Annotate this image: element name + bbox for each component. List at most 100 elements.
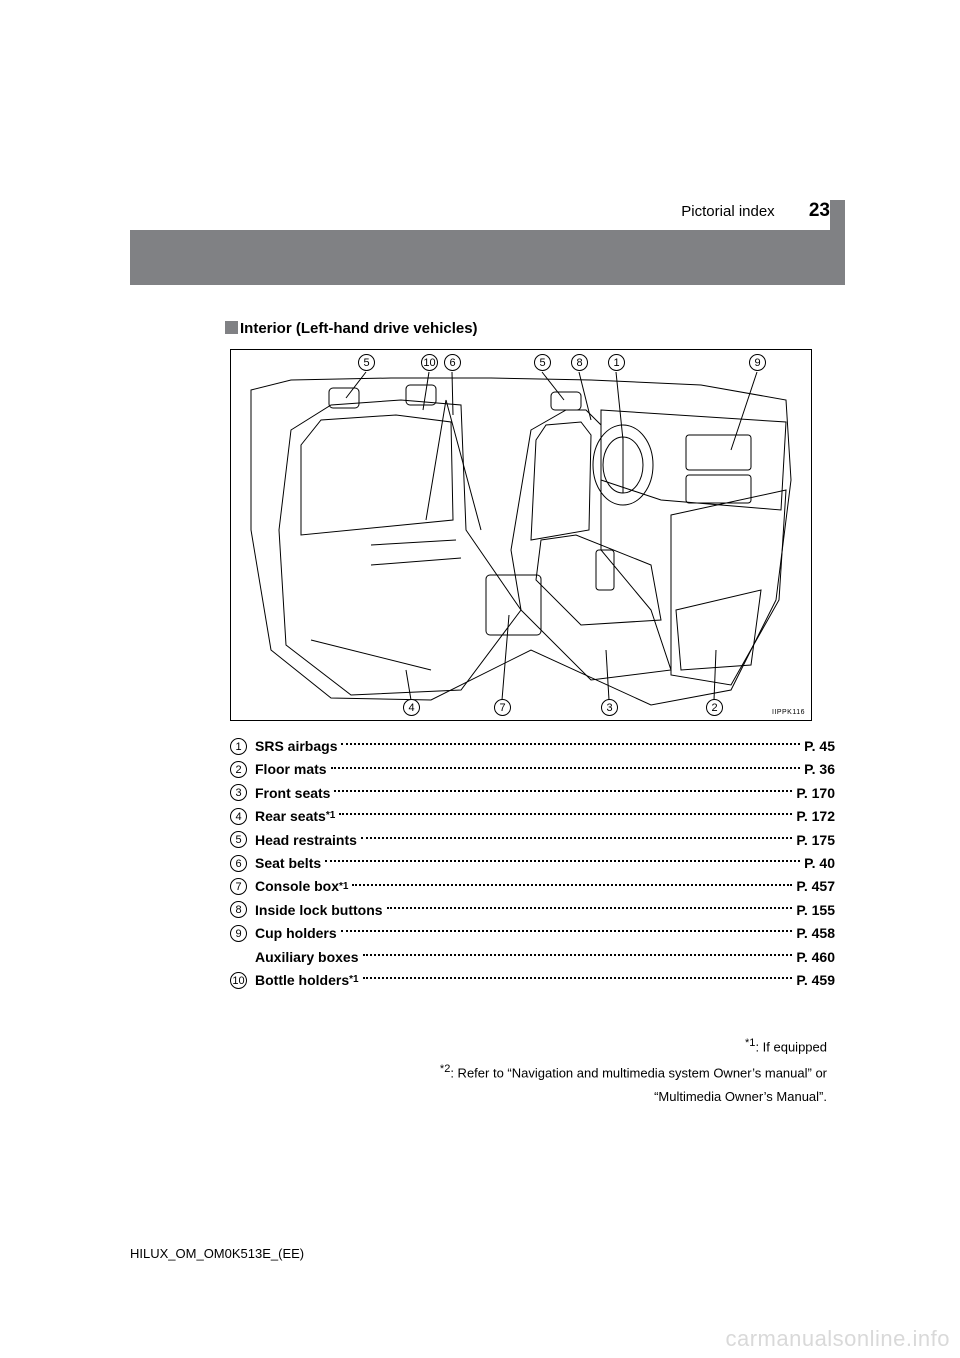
header-text: Pictorial index 23 bbox=[681, 200, 830, 222]
index-num: 1 bbox=[230, 738, 247, 755]
interior-line-art bbox=[231, 350, 811, 720]
callout-num: 9 bbox=[749, 354, 766, 371]
index-row: 8 Inside lock buttons P. 155 bbox=[230, 899, 835, 921]
diagram-callout: 5 bbox=[358, 354, 375, 371]
footnote-text: : If equipped bbox=[755, 1039, 827, 1054]
index-page-ref: P. 170 bbox=[796, 782, 835, 804]
footnote-2: *2: Refer to “Navigation and multimedia … bbox=[307, 1061, 827, 1083]
header-gray-tab bbox=[830, 200, 845, 285]
index-page-ref: P. 45 bbox=[804, 735, 835, 757]
index-page-ref: P. 40 bbox=[804, 852, 835, 874]
index-row: 7 Console box*1 P. 457 bbox=[230, 875, 835, 897]
index-num: 2 bbox=[230, 761, 247, 778]
index-row: 5 Head restraints P. 175 bbox=[230, 829, 835, 851]
callout-num: 7 bbox=[494, 699, 511, 716]
index-label: Bottle holders bbox=[255, 969, 349, 991]
diagram-callout: 2 bbox=[706, 699, 723, 716]
index-leader-dots bbox=[331, 767, 801, 769]
callout-num: 4 bbox=[403, 699, 420, 716]
diagram-code: IIPPK116 bbox=[772, 709, 805, 716]
index-leader-dots bbox=[363, 954, 793, 956]
index-label: Inside lock buttons bbox=[255, 899, 383, 921]
index-page-ref: P. 459 bbox=[796, 969, 835, 991]
index-num: 6 bbox=[230, 855, 247, 872]
diagram-callout: 10 bbox=[421, 354, 438, 371]
index-label: Console box bbox=[255, 875, 339, 897]
index-page-ref: P. 36 bbox=[804, 758, 835, 780]
index-list: 1SRS airbags P. 45 2 Floor mats P. 36 3 Fron… bbox=[230, 735, 835, 991]
diagram-callout: 9 bbox=[749, 354, 766, 371]
index-num: 9 bbox=[230, 925, 247, 942]
index-leader-dots bbox=[334, 790, 792, 792]
index-row: 10 Bottle holders*1 P. 459 bbox=[230, 969, 835, 991]
index-label: Cup holders bbox=[255, 922, 337, 944]
index-label: Seat belts bbox=[255, 852, 321, 874]
interior-diagram: 5 10 6 5 8 1 9 4 7 3 2 IIPPK116 bbox=[230, 349, 812, 721]
watermark: carmanualsonline.info bbox=[725, 1326, 950, 1352]
callout-num: 8 bbox=[571, 354, 588, 371]
index-sup: *1 bbox=[349, 972, 358, 988]
index-label: Rear seats bbox=[255, 805, 326, 827]
index-leader-dots bbox=[363, 977, 793, 979]
footnote-mark: *1 bbox=[745, 1037, 755, 1049]
index-page-ref: P. 175 bbox=[796, 829, 835, 851]
diagram-callout: 3 bbox=[601, 699, 618, 716]
section-title: Interior (Left-hand drive vehicles) bbox=[225, 320, 835, 337]
index-sup: *1 bbox=[339, 879, 348, 895]
footnote-1: *1: If equipped bbox=[307, 1035, 827, 1057]
section-bullet-icon bbox=[225, 321, 238, 334]
index-label: Front seats bbox=[255, 782, 330, 804]
index-row: 9 Cup holders P. 458 bbox=[230, 922, 835, 944]
index-row: Auxiliary boxes P. 460 bbox=[230, 946, 835, 968]
index-num: 5 bbox=[230, 831, 247, 848]
footnote-2-cont: “Multimedia Owner’s Manual”. bbox=[307, 1087, 827, 1107]
index-page-ref: P. 155 bbox=[796, 899, 835, 921]
diagram-callout: 7 bbox=[494, 699, 511, 716]
footnote-text: “Multimedia Owner’s Manual”. bbox=[654, 1089, 827, 1104]
index-leader-dots bbox=[325, 860, 800, 862]
diagram-callout: 4 bbox=[403, 699, 420, 716]
index-label: Head restraints bbox=[255, 829, 357, 851]
index-page-ref: P. 458 bbox=[796, 922, 835, 944]
index-leader-dots bbox=[341, 930, 793, 932]
footnote-text: : Refer to “Navigation and multimedia sy… bbox=[450, 1065, 827, 1080]
section-title-text: Interior (Left-hand drive vehicles) bbox=[240, 320, 478, 337]
diagram-callout: 8 bbox=[571, 354, 588, 371]
header-gray-band bbox=[130, 230, 830, 285]
diagram-callout: 1 bbox=[608, 354, 625, 371]
index-row: 1SRS airbags P. 45 bbox=[230, 735, 835, 757]
index-leader-dots bbox=[339, 813, 792, 815]
index-row: 3 Front seats P. 170 bbox=[230, 782, 835, 804]
callout-num: 6 bbox=[444, 354, 461, 371]
index-row: 2 Floor mats P. 36 bbox=[230, 758, 835, 780]
diagram-callout: 6 bbox=[444, 354, 461, 371]
index-row: 6 Seat belts P. 40 bbox=[230, 852, 835, 874]
page: Pictorial index 23 Interior (Left-hand d… bbox=[0, 0, 960, 1358]
index-num: 10 bbox=[230, 972, 247, 989]
index-page-ref: P. 172 bbox=[796, 805, 835, 827]
index-leader-dots bbox=[387, 907, 793, 909]
index-leader-dots bbox=[361, 837, 792, 839]
footnote-mark: *2 bbox=[440, 1063, 450, 1075]
document-code: HILUX_OM_OM0K513E_(EE) bbox=[130, 1246, 304, 1261]
index-row: 4 Rear seats*1 P. 172 bbox=[230, 805, 835, 827]
index-num: 3 bbox=[230, 784, 247, 801]
index-leader-dots bbox=[341, 743, 800, 745]
index-num: 8 bbox=[230, 901, 247, 918]
section-label: Pictorial index bbox=[681, 203, 774, 220]
index-sup: *1 bbox=[326, 808, 335, 824]
footnotes: *1: If equipped *2: Refer to “Navigation… bbox=[307, 1035, 827, 1110]
index-num: 7 bbox=[230, 878, 247, 895]
index-num: 4 bbox=[230, 808, 247, 825]
callout-num: 1 bbox=[608, 354, 625, 371]
index-page-ref: P. 460 bbox=[796, 946, 835, 968]
index-page-ref: P. 457 bbox=[796, 875, 835, 897]
callout-num: 5 bbox=[358, 354, 375, 371]
callout-num: 10 bbox=[421, 354, 438, 371]
diagram-callout: 5 bbox=[534, 354, 551, 371]
callout-num: 2 bbox=[706, 699, 723, 716]
index-leader-dots bbox=[352, 884, 792, 886]
index-label: Floor mats bbox=[255, 758, 327, 780]
content-area: Interior (Left-hand drive vehicles) bbox=[225, 320, 835, 992]
page-number: 23 bbox=[809, 200, 830, 221]
